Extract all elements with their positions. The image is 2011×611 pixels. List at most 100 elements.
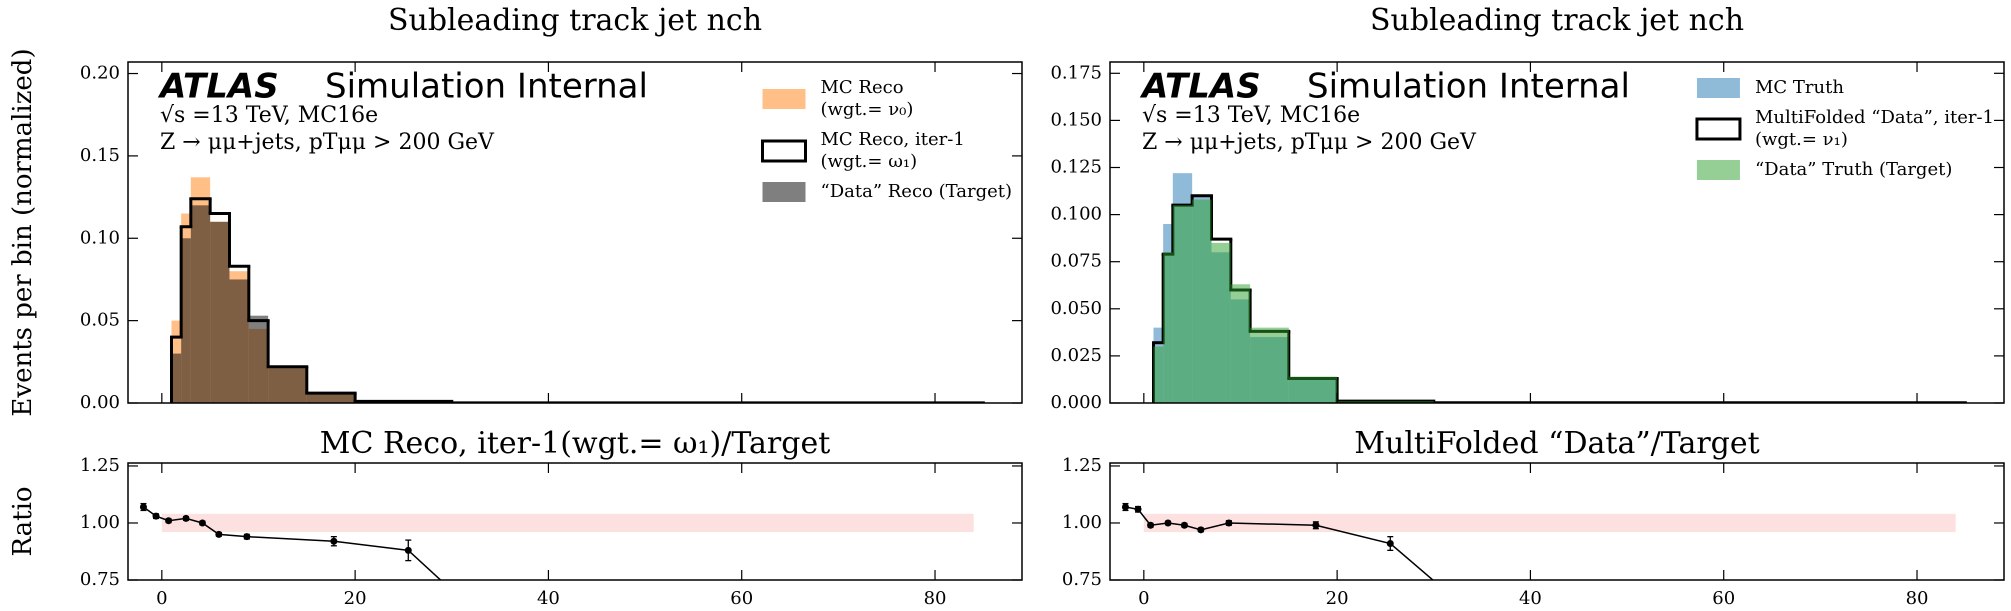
histogram-bar bbox=[306, 393, 356, 403]
plot-area bbox=[169, 177, 985, 403]
y-tick-label: 0.100 bbox=[1050, 204, 1102, 225]
atlas-label: ATLAS bbox=[1139, 67, 1261, 107]
y-tick-label: 0.20 bbox=[80, 63, 120, 84]
legend-label: MC Reco, iter-1 (wgt.= ω₁) bbox=[821, 129, 965, 172]
histogram-bar bbox=[229, 279, 249, 403]
annotation: Simulation Internal bbox=[1307, 67, 1630, 107]
histogram-bar bbox=[210, 221, 230, 403]
histogram-bar bbox=[268, 366, 307, 403]
annotation: Z → μμ+jets, pTμμ > 200 GeV bbox=[1142, 130, 1477, 155]
histogram-bar bbox=[1192, 199, 1212, 403]
data-point bbox=[1180, 521, 1188, 529]
y-tick-label: 0.050 bbox=[1050, 298, 1102, 319]
plot-area bbox=[139, 502, 974, 580]
y-tick-label: 0.125 bbox=[1050, 157, 1102, 178]
annotation: √s =13 TeV, MC16e bbox=[1142, 103, 1360, 128]
y-tick-label: 1.25 bbox=[80, 455, 120, 476]
y-tick-label: 1.00 bbox=[80, 512, 120, 533]
x-tick-label: 0 bbox=[156, 588, 167, 609]
histogram-bar bbox=[248, 315, 269, 403]
histogram-bar bbox=[1250, 327, 1289, 403]
data-point bbox=[1225, 519, 1233, 527]
histogram-bar bbox=[181, 238, 191, 403]
atlas-label: ATLAS bbox=[157, 67, 279, 107]
y-axis-label: Events per bin (normalized) bbox=[8, 48, 38, 416]
y-tick-label: 0.75 bbox=[1062, 569, 1102, 590]
y-tick-label: 0.025 bbox=[1050, 345, 1102, 366]
chart-title: MultiFolded “Data”/Target bbox=[1354, 426, 1759, 461]
y-tick-label: 0.75 bbox=[80, 569, 120, 590]
data-point bbox=[1197, 526, 1205, 534]
y-tick-label: 0.175 bbox=[1050, 62, 1102, 83]
data-point bbox=[139, 503, 147, 511]
data-point bbox=[1121, 503, 1129, 511]
y-tick-label: 0.10 bbox=[80, 227, 120, 248]
chart-title: Subleading track jet nch bbox=[1370, 3, 1744, 38]
x-tick-label: 20 bbox=[344, 588, 367, 609]
chart-title: MC Reco, iter-1(wgt.= ω₁)/Target bbox=[320, 426, 831, 461]
y-tick-label: 1.25 bbox=[1062, 455, 1102, 476]
x-tick-label: 60 bbox=[730, 588, 753, 609]
histogram-bar bbox=[1230, 284, 1251, 403]
ratio-line bbox=[1125, 506, 1435, 580]
plot-area bbox=[1121, 502, 1956, 580]
data-point bbox=[243, 533, 251, 541]
legend-swatch bbox=[761, 139, 807, 163]
reference-band bbox=[1143, 513, 1956, 533]
ratio-line bbox=[143, 506, 442, 580]
data-point bbox=[215, 530, 223, 538]
plot-area bbox=[1151, 173, 1967, 403]
x-tick-label: 20 bbox=[1326, 588, 1349, 609]
data-point bbox=[1147, 521, 1155, 529]
annotation: Z → μμ+jets, pTμμ > 200 GeV bbox=[160, 130, 495, 155]
data-point bbox=[1386, 540, 1394, 548]
data-point bbox=[165, 517, 173, 525]
data-point bbox=[152, 512, 160, 520]
chart-title: Subleading track jet nch bbox=[388, 3, 762, 38]
legend-swatch bbox=[1696, 160, 1740, 180]
data-point bbox=[330, 537, 338, 545]
legend-swatch bbox=[1695, 117, 1742, 141]
data-point bbox=[1164, 519, 1172, 527]
histogram-bar bbox=[355, 401, 452, 403]
y-tick-label: 0.150 bbox=[1050, 109, 1102, 130]
legend-swatch bbox=[762, 182, 806, 202]
histogram-bar bbox=[190, 205, 211, 403]
y-tick-label: 1.00 bbox=[1062, 512, 1102, 533]
legend-swatch bbox=[762, 89, 806, 109]
y-tick-label: 0.00 bbox=[80, 392, 120, 413]
histogram-bar bbox=[1337, 401, 1434, 403]
plot-frame bbox=[127, 61, 1023, 404]
data-point bbox=[1312, 521, 1320, 529]
y-tick-label: 0.075 bbox=[1050, 251, 1102, 272]
y-axis-label: Ratio bbox=[8, 486, 38, 556]
x-tick-label: 60 bbox=[1712, 588, 1735, 609]
reference-band bbox=[161, 513, 974, 533]
x-tick-label: 0 bbox=[1138, 588, 1149, 609]
data-point bbox=[198, 519, 206, 527]
histogram-bar bbox=[1153, 346, 1164, 403]
x-tick-label: 40 bbox=[1519, 588, 1542, 609]
plot-frame bbox=[1109, 462, 2005, 581]
histogram-bar bbox=[1211, 242, 1231, 403]
legend-label: “Data” Truth (Target) bbox=[1755, 159, 1952, 180]
x-tick-label: 80 bbox=[924, 588, 947, 609]
annotation: Simulation Internal bbox=[325, 67, 648, 107]
plot-frame bbox=[1109, 61, 2005, 404]
histogram-bar bbox=[171, 353, 182, 403]
x-tick-label: 40 bbox=[537, 588, 560, 609]
data-point bbox=[404, 546, 412, 554]
legend-label: MC Truth bbox=[1755, 77, 1844, 98]
histogram-bar bbox=[1172, 205, 1193, 403]
legend-label: MC Reco (wgt.= ν₀) bbox=[821, 77, 914, 120]
y-tick-label: 0.15 bbox=[80, 145, 120, 166]
y-tick-label: 0.05 bbox=[80, 310, 120, 331]
histogram-bar bbox=[1288, 376, 1338, 403]
legend-label: “Data” Reco (Target) bbox=[821, 181, 1013, 202]
data-point bbox=[1134, 505, 1142, 513]
y-tick-label: 0.000 bbox=[1050, 392, 1102, 413]
legend-swatch bbox=[1696, 78, 1740, 98]
x-tick-label: 80 bbox=[1906, 588, 1929, 609]
